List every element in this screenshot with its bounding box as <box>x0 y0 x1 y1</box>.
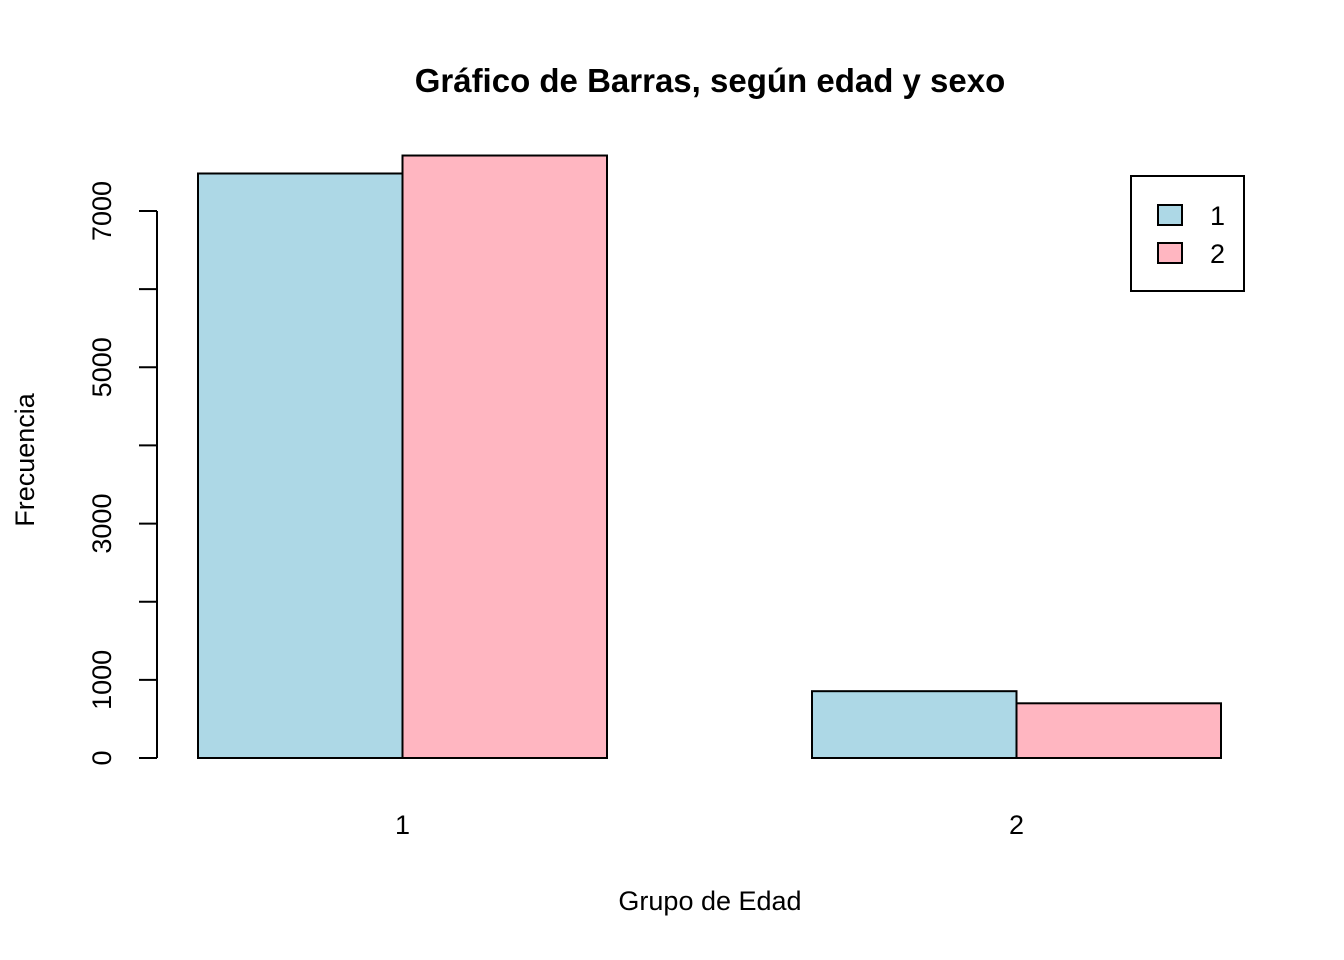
bar-group-1-series-1 <box>197 172 404 759</box>
y-axis-label: Frecuencia <box>10 392 40 527</box>
x-tick-label-2: 2 <box>1009 810 1024 840</box>
legend-swatch-1 <box>1157 204 1183 226</box>
y-axis: 0 1000 3000 5000 7000 <box>87 181 158 766</box>
y-tick-label-1000: 1000 <box>87 650 117 710</box>
y-tick-label-7000: 7000 <box>87 181 117 241</box>
x-axis-label: Grupo de Edad <box>618 886 801 916</box>
legend: 12 <box>1130 175 1245 292</box>
chart-title: Gráfico de Barras, según edad y sexo <box>415 62 1006 99</box>
legend-label-1: 1 <box>1210 201 1225 231</box>
legend-swatch-2 <box>1157 242 1183 264</box>
bars-group <box>197 154 1222 760</box>
bar-group-2-series-1 <box>811 690 1018 760</box>
y-tick-label-5000: 5000 <box>87 337 117 397</box>
bar-group-1-series-2 <box>401 154 608 760</box>
legend-box <box>1130 175 1245 292</box>
x-tick-label-1: 1 <box>395 810 410 840</box>
legend-label-2: 2 <box>1210 239 1225 269</box>
bar-group-2-series-2 <box>1015 702 1222 759</box>
y-tick-label-0: 0 <box>87 750 117 765</box>
y-tick-label-3000: 3000 <box>87 494 117 554</box>
